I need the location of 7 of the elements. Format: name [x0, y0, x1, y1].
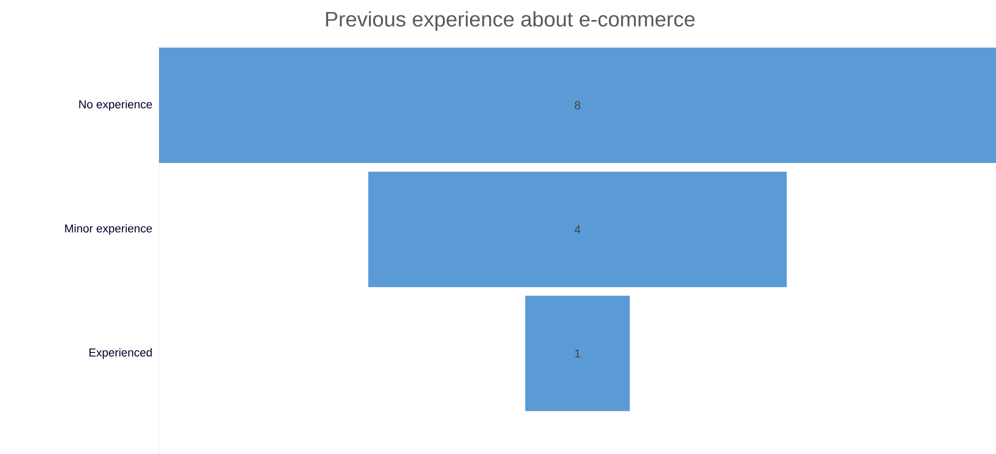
- data-label: 1: [575, 350, 580, 358]
- data-label: 4: [574, 225, 580, 234]
- text: Previous experience about e-commerce: [326, 11, 695, 31]
- category-label: Experienced: [89, 348, 152, 359]
- category-label: No experience: [79, 100, 152, 111]
- data-label: 8: [574, 101, 580, 110]
- category-label: Minor experience: [65, 224, 152, 235]
